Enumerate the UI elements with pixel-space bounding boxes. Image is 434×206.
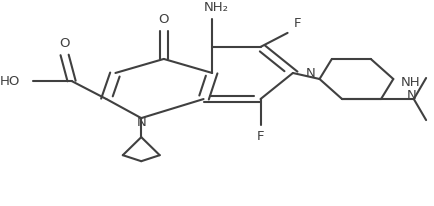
- Text: O: O: [59, 37, 70, 50]
- Text: HO: HO: [0, 75, 20, 88]
- Text: N: N: [305, 68, 315, 81]
- Text: N: N: [406, 89, 416, 102]
- Text: NH₂: NH₂: [203, 1, 228, 14]
- Text: O: O: [158, 13, 169, 26]
- Text: F: F: [293, 17, 301, 30]
- Text: F: F: [256, 130, 264, 143]
- Text: N: N: [136, 116, 146, 129]
- Text: NH: NH: [400, 76, 419, 89]
